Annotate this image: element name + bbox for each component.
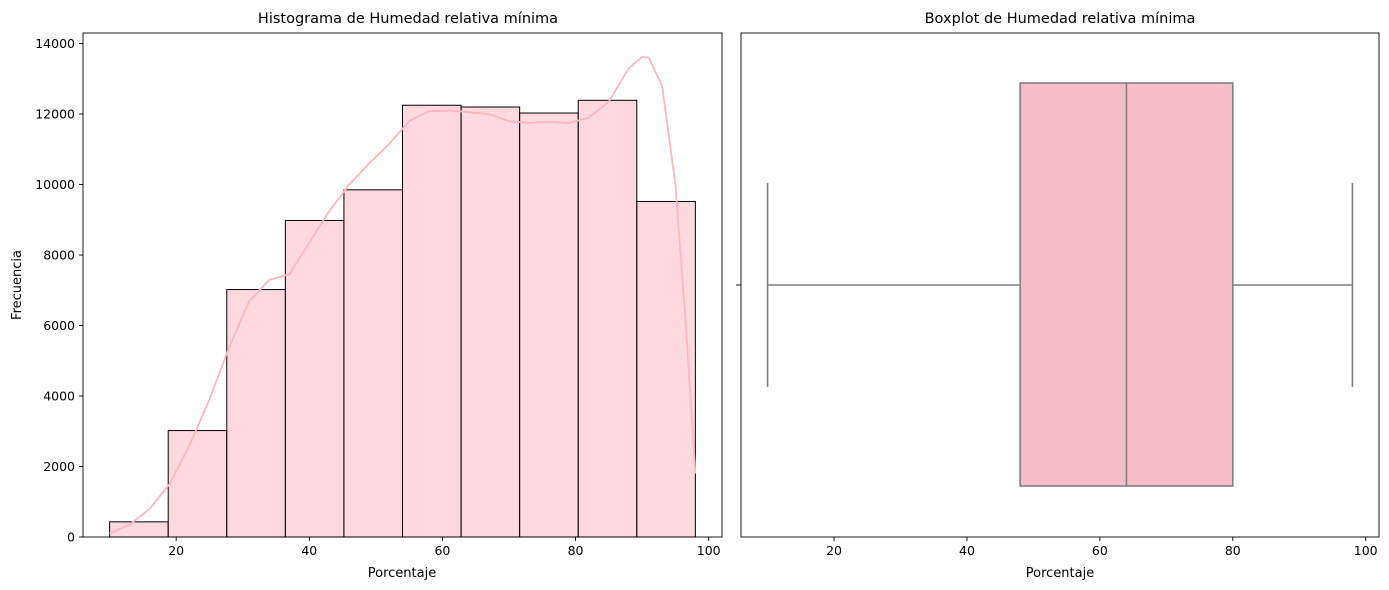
x-tick-label: 20 — [826, 543, 842, 558]
y-tick-label: 0 — [67, 530, 75, 545]
y-tick-label: 8000 — [43, 248, 75, 263]
histogram-chart: Histograma de Humedad relativa mínima 20… — [10, 11, 723, 581]
histogram-title: Histograma de Humedad relativa mínima — [258, 11, 558, 27]
y-tick-label: 4000 — [43, 389, 75, 404]
y-tick-label: 12000 — [35, 107, 75, 122]
x-tick-label: 60 — [434, 543, 450, 558]
histogram-bars — [109, 99, 696, 538]
x-tick-label: 40 — [301, 543, 317, 558]
histogram-bar — [636, 200, 696, 538]
histogram-axes-frame — [82, 32, 723, 538]
y-tick-label: 14000 — [35, 36, 75, 51]
y-tick-label: 10000 — [35, 177, 75, 192]
histogram-x-axis-label: Porcentaje — [368, 566, 436, 581]
x-tick-label: 100 — [1354, 543, 1378, 558]
y-tick-label: 2000 — [43, 459, 75, 474]
boxplot-chart: Boxplot de Humedad relativa mínima 20 40 6… — [736, 11, 1380, 581]
x-tick-label: 80 — [1225, 543, 1241, 558]
histogram-x-ticks: 20 40 60 80 100 — [168, 537, 721, 558]
boxplot-elements — [766, 82, 1354, 487]
x-tick-label: 100 — [697, 543, 721, 558]
histogram-bar — [343, 189, 403, 538]
x-tick-label: 80 — [568, 543, 584, 558]
boxplot-title: Boxplot de Humedad relativa mínima — [925, 11, 1196, 27]
x-tick-label: 40 — [959, 543, 975, 558]
histogram-bar — [284, 220, 345, 538]
kde-curve — [109, 56, 697, 535]
histogram-bar — [460, 106, 521, 538]
histogram-y-axis-label: Frecuencia — [10, 250, 25, 320]
histogram-bar — [402, 104, 462, 538]
y-tick-label: 6000 — [43, 318, 75, 333]
histogram-bar — [226, 289, 286, 538]
boxplot-x-ticks: 20 40 60 80 100 — [826, 537, 1378, 558]
histogram-y-ticks: 0 2000 4000 6000 8000 10000 12000 14000 — [35, 36, 83, 545]
boxplot-x-axis-label: Porcentaje — [1026, 566, 1094, 581]
histogram-bar — [577, 99, 638, 538]
histogram-bar — [167, 430, 228, 538]
histogram-bar — [519, 112, 579, 538]
x-tick-label: 60 — [1092, 543, 1108, 558]
x-tick-label: 20 — [168, 543, 184, 558]
